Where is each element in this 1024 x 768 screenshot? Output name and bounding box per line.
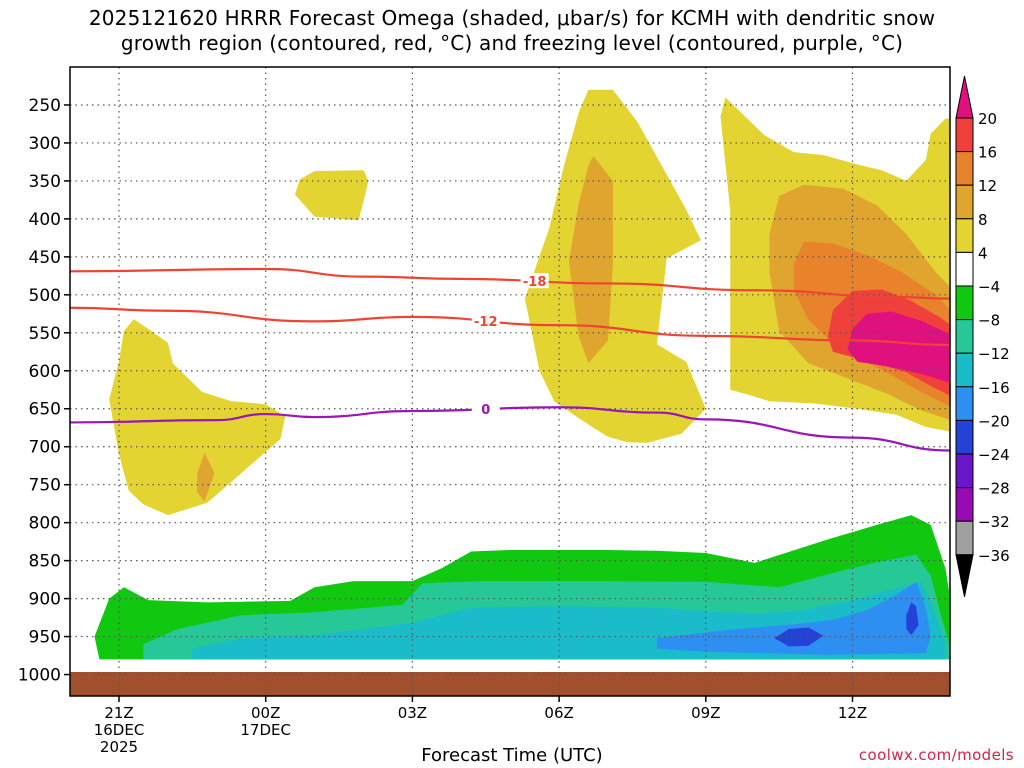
colorbar-band-9: [955, 419, 974, 455]
y-tick-label: 700: [29, 438, 61, 458]
colorbar-label: −8: [978, 312, 1000, 330]
y-tick-label: 650: [29, 400, 61, 420]
colorbar-label: 12: [978, 177, 997, 195]
omega-region-7: [295, 170, 369, 221]
colorbar-label: −28: [978, 480, 1010, 498]
colorbar-label: 4: [978, 244, 988, 262]
omega-colorbar: 20 16 12 8 4 −4 −8 −12 −16 −20 −24 −28 −32 −36: [955, 75, 1010, 597]
contour-label-2: 0: [481, 403, 490, 418]
colorbar-label: −24: [978, 446, 1010, 464]
colorbar-bottom-arrow: [955, 554, 974, 597]
colorbar-label: 16: [978, 144, 997, 162]
colorbar-label: −32: [978, 513, 1010, 531]
colorbar-band-4: [955, 251, 974, 287]
omega-region-14: [774, 627, 824, 647]
source-credit: coolwx.com/models: [858, 746, 1014, 764]
y-tick-label: 550: [29, 324, 61, 344]
colorbar-band-1: [955, 151, 974, 186]
title-line-1: 2025121620 HRRR Forecast Omega (shaded, …: [88, 6, 936, 30]
colorbar-band-0: [955, 117, 974, 153]
pressure-axis: 250 300 350 400 450 500 550 600 650 700 750 800 850 9…: [18, 96, 70, 686]
contour-label-bg-0: [520, 273, 549, 289]
y-tick-label: 600: [29, 362, 61, 382]
colorbar-label: −36: [978, 547, 1010, 565]
ground-below-surface: [70, 672, 950, 696]
x-tick-label: 09Z: [691, 704, 720, 722]
y-tick-label: 900: [29, 590, 61, 610]
temperature-contours: -18 -12 0: [70, 267, 950, 452]
x-tick-label: 2025: [100, 738, 138, 756]
colorbar-band-11: [955, 487, 974, 522]
y-tick-label: 500: [29, 286, 61, 306]
x-tick-label: 17DEC: [240, 721, 291, 739]
y-tick-label: 300: [29, 134, 61, 154]
x-tick-label: 00Z: [251, 704, 280, 722]
contour-label-0: -18: [523, 275, 547, 290]
omega-region-6: [847, 311, 950, 383]
omega-shaded-regions: [94, 89, 950, 660]
plot-frame: [69, 66, 951, 697]
y-tick-label: 850: [29, 552, 61, 572]
x-tick-label: 06Z: [544, 704, 573, 722]
colorbar-label: 8: [978, 211, 988, 229]
colorbar-band-5: [955, 285, 974, 321]
colorbar-label: −16: [978, 379, 1010, 397]
colorbar-label: −12: [978, 345, 1010, 363]
y-tick-label: 450: [29, 248, 61, 268]
x-tick-label: 21Z: [104, 704, 133, 722]
y-tick-label: 250: [29, 96, 61, 116]
colorbar-band-2: [955, 184, 974, 220]
colorbar-band-12: [955, 520, 974, 556]
y-tick-label: 400: [29, 210, 61, 230]
colorbar-label: 20: [978, 110, 997, 128]
colorbar-band-3: [955, 218, 974, 253]
colorbar-band-6: [955, 319, 974, 354]
y-tick-label: 950: [29, 628, 61, 648]
y-tick-label: 800: [29, 514, 61, 534]
y-tick-label: 750: [29, 476, 61, 496]
x-axis-title: Forecast Time (UTC): [421, 745, 603, 766]
colorbar-band-8: [955, 386, 974, 421]
omega-region-0: [524, 89, 706, 443]
colorbar-band-7: [955, 352, 974, 388]
contour-label-bg-1: [471, 313, 500, 329]
chart-title: 2025121620 HRRR Forecast Omega (shaded, …: [0, 6, 1024, 56]
y-tick-label: 350: [29, 172, 61, 192]
contour-label-1: -12: [474, 315, 498, 330]
colorbar-label: −20: [978, 412, 1010, 430]
omega-region-8: [109, 319, 286, 516]
x-tick-label: 12Z: [838, 704, 867, 722]
title-line-2: growth region (contoured, red, °C) and f…: [120, 31, 904, 55]
colorbar-band-10: [955, 453, 974, 489]
y-tick-label: 1000: [18, 666, 61, 686]
omega-region-15: [906, 602, 919, 636]
x-tick-label: 16DEC: [94, 721, 145, 739]
contour-label-bg-2: [471, 401, 500, 417]
omega-region-1: [568, 155, 613, 364]
colorbar-top-arrow: [955, 75, 974, 119]
x-tick-label: 03Z: [398, 704, 427, 722]
gridlines: [70, 67, 950, 696]
omega-region-9: [197, 452, 215, 502]
colorbar-label: −4: [978, 278, 1000, 296]
